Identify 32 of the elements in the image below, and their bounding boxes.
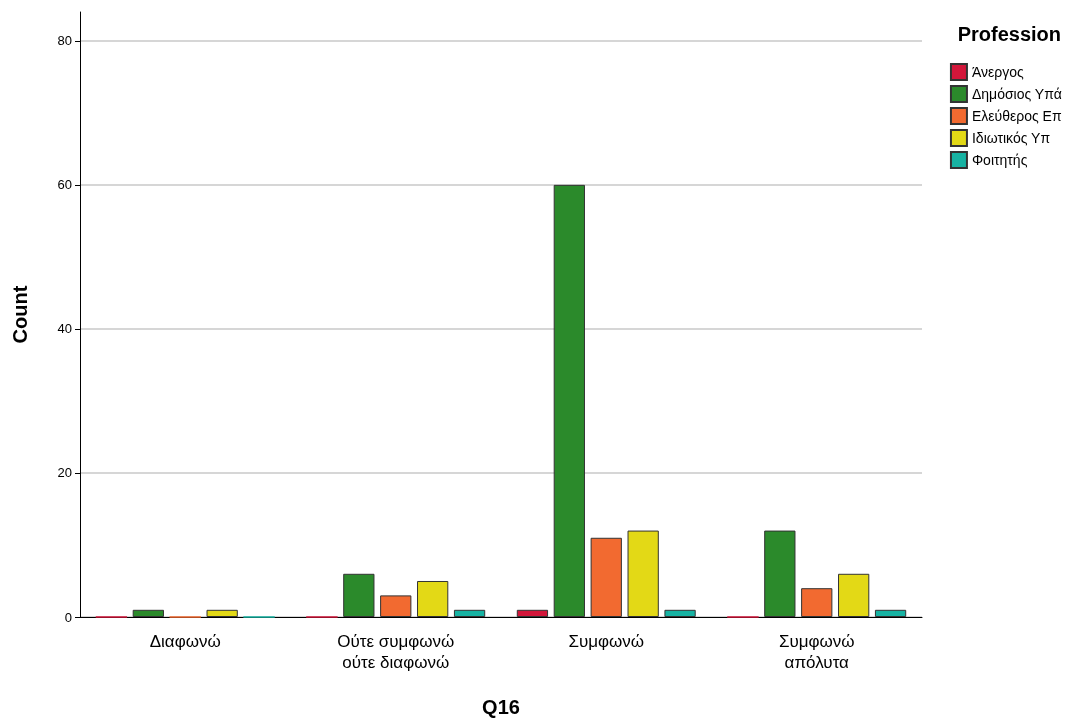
bar: [206, 609, 238, 617]
y-tick-label: 0: [64, 609, 72, 625]
x-tick-label: Συμφωνώ απόλυτα: [778, 632, 855, 672]
bar: [553, 184, 585, 617]
bar: [874, 609, 907, 617]
legend-label: Δημόσιος Υπά: [971, 86, 1062, 102]
x-axis-title: Q16: [482, 696, 520, 718]
bar: [801, 588, 833, 617]
legend-label: Ιδιωτικός Υπ: [971, 130, 1051, 146]
bar: [380, 595, 412, 617]
bar: [838, 573, 870, 617]
bar: [590, 537, 622, 617]
bar: [627, 530, 659, 617]
legend-title: Profession: [957, 23, 1061, 45]
bar: [764, 530, 796, 617]
y-tick-label: 20: [57, 465, 72, 481]
bar: [516, 609, 549, 617]
bar: [453, 609, 486, 617]
x-tick-label: Ούτε συμφωνώ ούτε διαφωνώ: [337, 632, 455, 672]
x-tick-label: Διαφωνώ: [149, 632, 221, 651]
y-tick-label: 40: [57, 321, 72, 337]
x-tick-label: Συμφωνώ: [568, 632, 645, 651]
legend-label: Ελεύθερος Επ: [971, 108, 1062, 124]
y-axis-title: Count: [9, 285, 31, 344]
legend-label: Φοιτητής: [971, 152, 1028, 168]
bar: [417, 580, 449, 617]
y-tick-label: 60: [57, 177, 72, 193]
y-tick-label: 80: [57, 33, 72, 49]
legend-label: Άνεργος: [971, 64, 1025, 80]
bar: [132, 609, 164, 617]
bar: [664, 609, 696, 617]
bar: [343, 573, 375, 617]
